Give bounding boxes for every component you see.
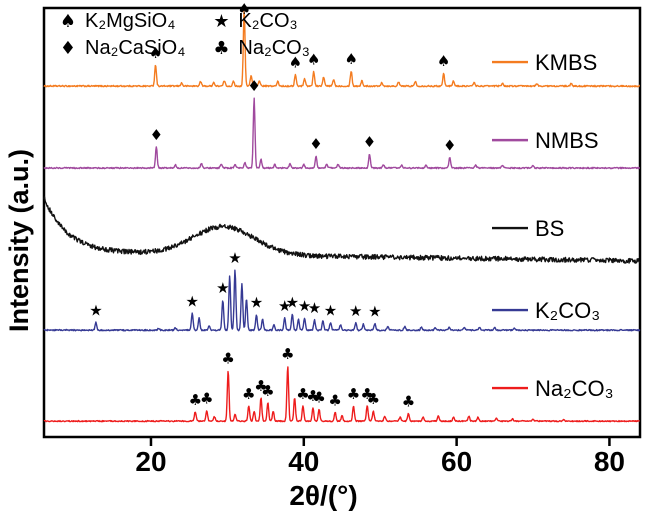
spade-icon: ♠	[59, 11, 77, 32]
peak-marker-icon: ♣	[367, 390, 380, 408]
plot-border	[42, 6, 642, 439]
trace-KMBS	[43, 10, 640, 88]
trace-NMBS	[43, 97, 641, 170]
peak-marker-icon: ★	[324, 301, 337, 319]
peak-marker-icon: ★	[228, 249, 241, 267]
star-icon: ★	[213, 11, 230, 32]
peak-marker-icon: ★	[298, 297, 311, 315]
peak-marker-icon: ♣	[189, 391, 202, 409]
peak-marker-icon: ♣	[221, 350, 234, 368]
trace-BS	[43, 196, 641, 264]
legend-label: K₂MgSiO₄	[85, 10, 176, 32]
peak-marker-icon: ♦	[247, 77, 260, 95]
peak-marker-icon: ♦	[150, 126, 163, 144]
x-tick-label: 60	[441, 446, 472, 477]
peak-marker-icon: ♣	[360, 385, 373, 403]
peak-marker-icon: ♣	[261, 382, 274, 400]
diamond-icon: ♦	[59, 38, 77, 59]
peak-marker-icon: ♦	[443, 137, 456, 155]
peak-marker-icon: ★	[186, 292, 199, 310]
peak-marker-icon: ★	[308, 299, 321, 317]
peak-marker-icon: ★	[278, 297, 291, 315]
x-tick-label: 40	[288, 446, 319, 477]
series-label: K₂CO₃	[535, 298, 600, 323]
peak-marker-icon: ♣	[347, 385, 360, 403]
peak-marker-icon: ♣	[254, 377, 267, 395]
legend-item-na2co3: ♣ Na₂CO₃	[211, 35, 310, 62]
legend-item-na2casio4: ♦ Na₂CaSiO₄	[58, 35, 185, 62]
legend-item-k2co3: ★ K₂CO₃	[211, 8, 309, 35]
y-axis-label: Intensity (a.u.)	[4, 148, 34, 332]
series-label: BS	[535, 216, 564, 241]
x-axis-label: 2θ/(°)	[289, 480, 358, 511]
peak-marker-icon: ★	[286, 294, 299, 312]
phase-legend: ♠ K₂MgSiO₄ ♦ Na₂CaSiO₄ ★ K₂CO₃ ♣ Na₂CO₃	[58, 8, 310, 62]
legend-label: Na₂CO₃	[238, 37, 310, 59]
legend-label: Na₂CaSiO₄	[85, 37, 186, 59]
peak-marker-icon: ♣	[306, 387, 319, 405]
peak-marker-icon: ★	[89, 301, 102, 319]
trace-K₂CO₃	[43, 269, 641, 332]
legend-label: K₂CO₃	[238, 10, 298, 32]
peak-marker-icon: ♦	[309, 135, 322, 153]
peak-marker-icon: ♠	[307, 51, 320, 69]
peak-marker-icon: ★	[250, 294, 263, 312]
peak-marker-icon: ★	[216, 279, 229, 297]
peak-marker-icon: ♣	[328, 391, 341, 409]
peak-marker-icon: ★	[349, 302, 362, 320]
series-label: Na₂CO₃	[535, 376, 614, 401]
peak-marker-icon: ♠	[344, 50, 357, 68]
peak-marker-icon: ♦	[363, 133, 376, 151]
peak-marker-icon: ♣	[312, 389, 325, 407]
peak-marker-icon: ♣	[242, 385, 255, 403]
peak-marker-icon: ♣	[402, 392, 415, 410]
peak-marker-icon: ♣	[296, 385, 309, 403]
series-label: KMBS	[535, 50, 597, 75]
trace-Na₂CO₃	[43, 366, 640, 423]
peak-marker-icon: ♣	[200, 390, 213, 408]
peak-marker-icon: ♠	[237, 0, 250, 18]
club-icon: ♣	[213, 38, 230, 59]
peak-marker-icon: ♣	[281, 345, 294, 363]
series-label: NMBS	[535, 128, 599, 153]
peak-marker-icon: ♠	[149, 44, 162, 62]
peak-marker-icon: ♠	[437, 52, 450, 70]
x-tick-label: 80	[594, 446, 625, 477]
peak-marker-icon: ♠	[289, 54, 302, 72]
x-tick-label: 20	[135, 446, 166, 477]
legend-item-k2mgsio4: ♠ K₂MgSiO₄	[58, 8, 185, 35]
peak-marker-icon: ★	[368, 303, 381, 321]
